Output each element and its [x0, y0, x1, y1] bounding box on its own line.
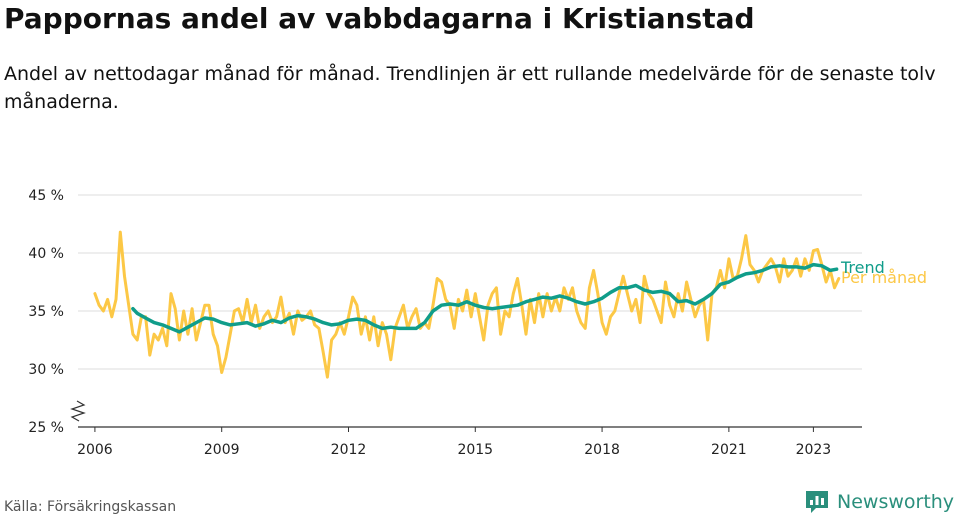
- series-label-monthly: Per månad: [841, 268, 927, 287]
- chart-title: Pappornas andel av vabbdagarna i Kristia…: [4, 2, 755, 35]
- source-note: Källa: Försäkringskassan: [4, 499, 177, 515]
- y-tick-label: 25 %: [28, 420, 64, 436]
- line-chart: 25 % 30 % 35 % 40 % 45 % 2006 2009 2012 2015 201…: [28, 188, 927, 458]
- y-tick-label: 30 %: [28, 362, 64, 378]
- y-gridlines: [78, 194, 862, 370]
- bar-chart-icon: [806, 491, 828, 513]
- chart-series: [93, 230, 841, 379]
- x-tick-label: 2015: [457, 442, 493, 458]
- brand-name: Newsworthy: [837, 491, 955, 513]
- y-axis-labels: 25 % 30 % 35 % 40 % 45 %: [28, 188, 64, 436]
- chart-subtitle: Andel av nettodagar månad för månad. Tre…: [4, 63, 936, 113]
- x-tick-label: 2006: [77, 442, 113, 458]
- x-tick-label: 2018: [584, 442, 620, 458]
- x-tick-label: 2023: [796, 442, 832, 458]
- y-tick-label: 35 %: [28, 304, 64, 320]
- x-axis: 2006 2009 2012 2015 2018 2021 2023: [70, 400, 862, 458]
- newsworthy-logo: Newsworthy: [804, 489, 954, 515]
- series-label-trend: Trend: [840, 258, 885, 277]
- x-tick-label: 2012: [331, 442, 367, 458]
- y-tick-label: 45 %: [28, 188, 64, 204]
- series-line-monthly: [93, 230, 841, 379]
- x-tick-label: 2009: [204, 442, 240, 458]
- x-tick-label: 2021: [711, 442, 747, 458]
- y-tick-label: 40 %: [28, 246, 64, 262]
- axis-break-icon: [70, 400, 86, 422]
- series-line-trend: [131, 262, 839, 334]
